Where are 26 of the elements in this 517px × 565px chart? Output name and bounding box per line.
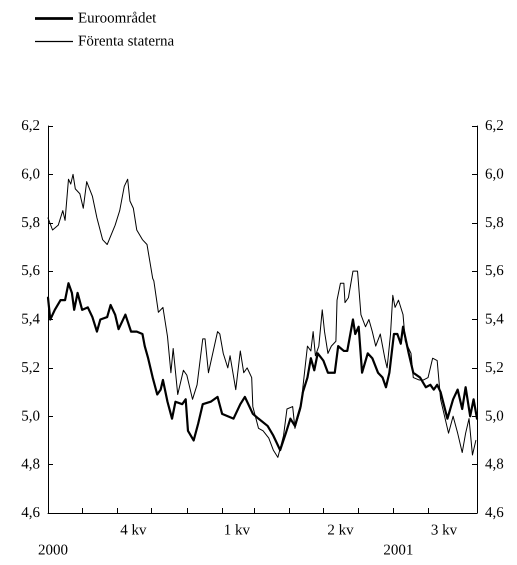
y-tick-label: 6,0 <box>21 166 40 182</box>
x-tick-label: 1 kv <box>224 522 251 538</box>
x-tick-label: 2 kv <box>327 522 354 538</box>
y2-tick-label: 5,6 <box>485 263 504 280</box>
y-tick-label: 6,2 <box>21 118 40 134</box>
text: 2000 <box>38 542 68 558</box>
text: 2001 <box>383 542 414 558</box>
y-tick-label: 5,4 <box>21 312 40 328</box>
y2-tick-label: 5,2 <box>485 360 504 376</box>
x-tick-label: 3 kv <box>430 522 458 538</box>
legend-label: Förenta staterna <box>78 34 175 50</box>
y-tick-label: 4,8 <box>21 456 40 473</box>
y2-tick-label: 6,2 <box>485 118 504 134</box>
y-tick-label: 5,2 <box>21 360 40 376</box>
x-tick-label: 4 kv <box>120 522 147 538</box>
y2-tick-label: 4,8 <box>485 456 504 473</box>
y-tick-label: 5,0 <box>21 408 40 424</box>
legend-label: Euroområdet <box>78 10 158 26</box>
y2-tick-label: 4,6 <box>485 505 504 521</box>
y2-tick-label: 5,4 <box>485 312 504 328</box>
y2-tick-label: 5,0 <box>485 408 504 424</box>
y2-tick-label: 6,0 <box>485 166 504 182</box>
y-tick-label: 4,6 <box>21 505 40 521</box>
y-tick-label: 5,8 <box>21 214 40 231</box>
y-tick-label: 5,6 <box>21 263 40 280</box>
y2-tick-label: 5,8 <box>485 214 504 231</box>
